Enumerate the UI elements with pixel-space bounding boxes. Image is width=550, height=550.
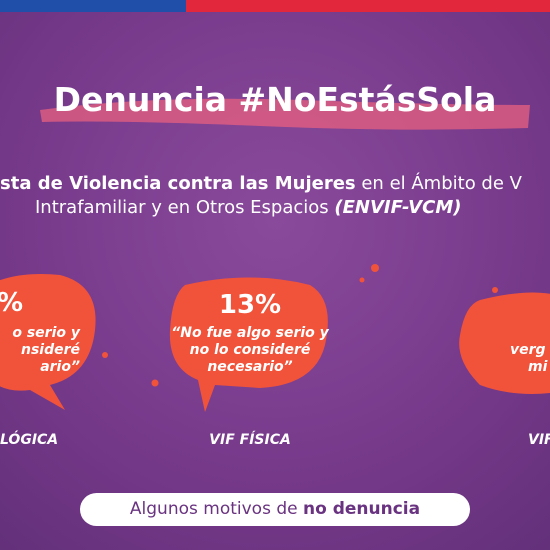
card-text: necesario” bbox=[207, 359, 293, 375]
bubble bbox=[169, 277, 328, 412]
card-label: VIF FÍSICA bbox=[209, 432, 291, 448]
card-text: nsideré bbox=[20, 342, 80, 358]
subtitle: Intrafamiliar y en Otros Espacios bbox=[35, 197, 335, 218]
flag-red bbox=[186, 0, 550, 12]
flag-blue bbox=[0, 0, 186, 12]
card-text: mi bbox=[528, 359, 548, 375]
percent: % bbox=[0, 288, 30, 318]
card-label: LÓGICA bbox=[0, 432, 59, 448]
card-text: o serio y bbox=[12, 325, 80, 341]
percent: 13% bbox=[218, 290, 282, 320]
footer-pill: Algunos motivos de no denuncia bbox=[80, 493, 470, 526]
bubble bbox=[459, 292, 550, 394]
brush-stroke bbox=[40, 98, 530, 130]
footer-bold: no denuncia bbox=[303, 499, 421, 519]
bubble bbox=[0, 274, 96, 410]
footer-text: Algunos motivos de bbox=[129, 499, 303, 519]
card-text: “No fue algo serio y bbox=[171, 325, 329, 341]
title: Denuncia #NoEstásSola bbox=[53, 80, 497, 119]
card-text: no lo consideré bbox=[189, 342, 311, 358]
card-label: VIF bbox=[528, 432, 550, 448]
card-text: ario” bbox=[40, 359, 80, 375]
subtitle-bold: (ENVIF-VCM) bbox=[334, 197, 462, 218]
subtitle: en el Ámbito de V bbox=[355, 173, 522, 194]
card-text: verg bbox=[510, 342, 546, 358]
subtitle-bold: sta de Violencia contra las Mujeres bbox=[0, 173, 356, 194]
